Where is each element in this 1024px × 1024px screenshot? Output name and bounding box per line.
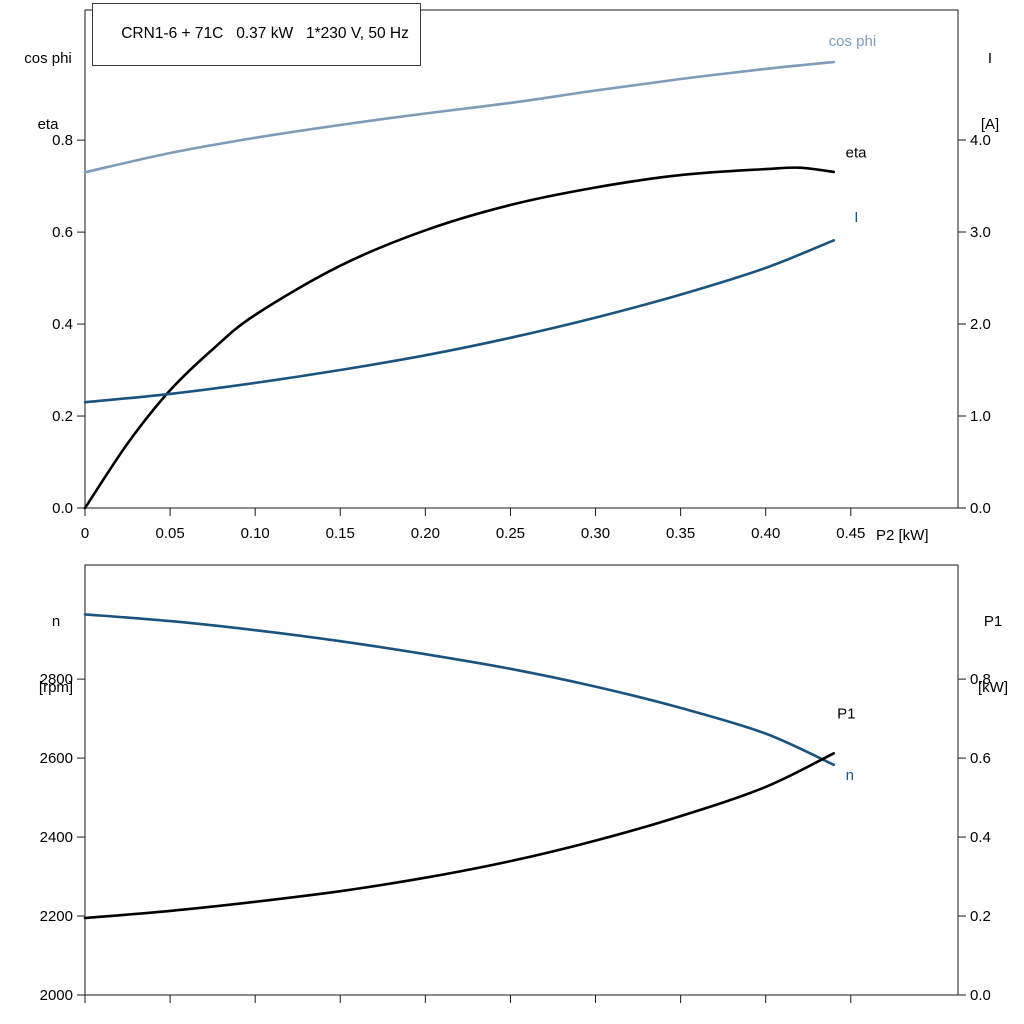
series-i <box>83 239 836 404</box>
series-cos-phi <box>83 60 836 174</box>
right-tick-label: 0.2 <box>970 908 991 925</box>
current-unit-label: [A] <box>980 116 1000 133</box>
x-tick-label: 0 <box>81 525 89 542</box>
right-tick-label: 0.0 <box>970 987 991 1004</box>
x-axis-label: P2 [kW] <box>876 527 929 544</box>
series-label-p1: P1 <box>837 706 855 723</box>
current-axis-label: I <box>987 50 993 67</box>
speed-axis-label: n <box>51 613 61 630</box>
p1-unit-label: [kW] <box>978 679 1008 696</box>
p1-axis-label: P1 <box>983 613 1003 630</box>
right-tick-label: 0.0 <box>970 500 991 517</box>
right-tick-label: 4.0 <box>970 132 991 149</box>
plot-frame <box>84 564 959 996</box>
left-tick-label: 0.4 <box>52 316 73 333</box>
series-label-n: n <box>846 767 854 784</box>
x-tick-label: 0.35 <box>666 525 695 542</box>
plot-frame <box>84 9 959 509</box>
right-tick-label: 0.6 <box>970 750 991 767</box>
eta-axis-label: eta <box>37 116 59 133</box>
left-tick-label: 2600 <box>40 750 73 767</box>
series-eta <box>83 166 836 510</box>
left-tick-label: 2000 <box>40 987 73 1004</box>
bottom-left-axis-label: n [rpm] <box>20 567 92 743</box>
x-tick-label: 0.30 <box>581 525 610 542</box>
chart-title-box: CRN1-6 + 71C 0.37 kW 1*230 V, 50 Hz <box>92 3 421 66</box>
right-tick-label: 2.0 <box>970 316 991 333</box>
x-tick-label: 0.05 <box>155 525 184 542</box>
right-tick-label: 0.8 <box>970 671 991 688</box>
left-tick-label: 2800 <box>40 671 73 688</box>
series-label-eta: eta <box>846 145 868 162</box>
left-tick-label: 0.6 <box>52 224 73 241</box>
right-tick-label: 0.4 <box>970 829 991 846</box>
series-label-cos-phi: cos phi <box>829 33 877 50</box>
x-tick-label: 0.15 <box>326 525 355 542</box>
top-left-axis-label: cos phi eta <box>9 4 87 180</box>
top-right-axis-label: I [A] <box>966 4 1014 180</box>
x-tick-label: 0.10 <box>241 525 270 542</box>
speed-unit-label: [rpm] <box>38 679 74 696</box>
series-n <box>83 613 836 767</box>
cos-phi-axis-label: cos phi <box>24 50 72 67</box>
left-tick-label: 2400 <box>40 829 73 846</box>
right-tick-label: 3.0 <box>970 224 991 241</box>
chart-top: 0 0.05 0.10 0.15 0.20 0.25 0.30 0.35 0.40 0.45 0.0… <box>52 9 991 542</box>
left-tick-label: 2200 <box>40 908 73 925</box>
left-tick-label: 0.0 <box>52 500 73 517</box>
left-tick-label: 0.8 <box>52 132 73 149</box>
right-tick-label: 1.0 <box>970 408 991 425</box>
x-tick-label: 0.40 <box>751 525 780 542</box>
left-tick-label: 0.2 <box>52 408 73 425</box>
series-label-i: I <box>854 209 858 226</box>
series-p1 <box>83 752 836 920</box>
chart-title: CRN1-6 + 71C 0.37 kW 1*230 V, 50 Hz <box>121 25 409 42</box>
x-tick-label: 0.25 <box>496 525 525 542</box>
chart-bottom: 2000 2200 2400 2600 2800 0.0 0.2 0.4 0.6 0.8 n P1 <box>40 564 991 1004</box>
x-tick-label: 0.20 <box>411 525 440 542</box>
x-tick-label: 0.45 <box>836 525 865 542</box>
bottom-right-axis-label: P1 [kW] <box>969 567 1017 743</box>
